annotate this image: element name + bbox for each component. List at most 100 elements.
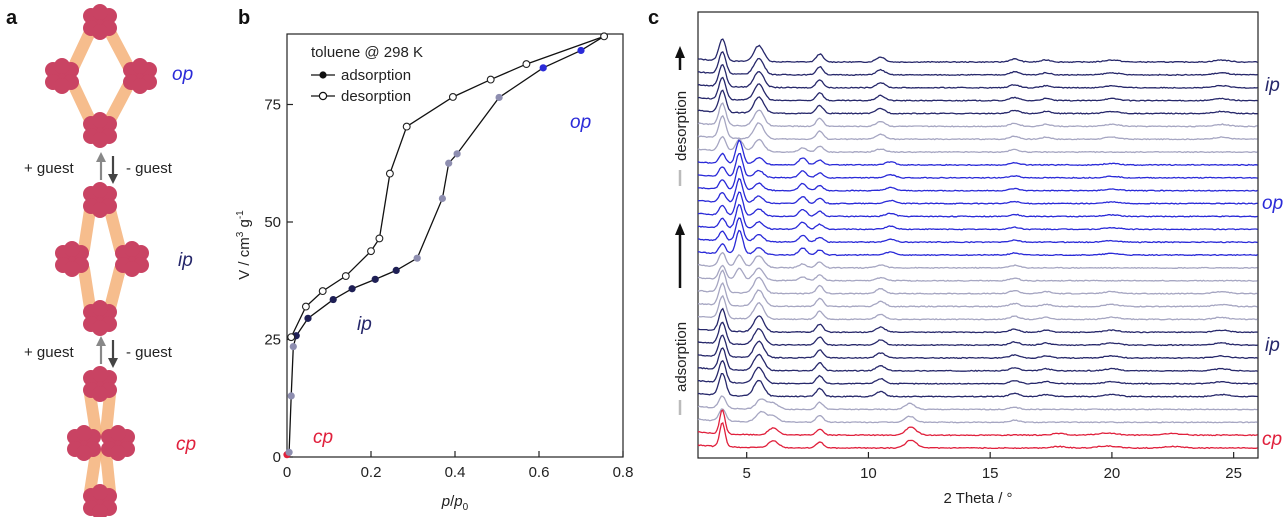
isotherm-y-label: V / cm3 g-1 [235, 210, 253, 280]
pxrd-pattern [697, 321, 1258, 347]
desorption-point [402, 122, 411, 131]
pxrd-pattern [698, 177, 1258, 205]
adsorption-label: adsorption [673, 322, 690, 392]
pxrd-pattern [697, 395, 1258, 411]
adsorption-point [371, 275, 379, 283]
isotherm-y-tick-label: 25 [264, 332, 281, 349]
pxrd-x-ticks: 5 10 15 20 25 [743, 452, 1242, 482]
desorption-label: desorption [673, 91, 690, 161]
panel-b-letter: b [238, 7, 250, 29]
cp-cell-node-bottom [83, 484, 117, 517]
pxrd-pattern [697, 203, 1258, 231]
framework-scheme [45, 4, 157, 517]
cp-cell-linker [100, 447, 116, 498]
pxrd-pattern [697, 282, 1258, 308]
pxrd-pattern [697, 264, 1258, 282]
pxrd-pattern [697, 251, 1258, 270]
ip-cell-node-right [115, 241, 149, 277]
desorption-point [367, 247, 375, 256]
scheme-label-ip: ip [178, 250, 193, 271]
ip-cell-node-top [83, 182, 117, 218]
legend-adsorption: adsorption [311, 67, 411, 84]
pxrd-patterns [697, 38, 1258, 450]
ip-cell-linker [104, 263, 126, 314]
ip-cell-node-bottom [83, 300, 117, 336]
adsorption-arrow: adsorption [673, 223, 690, 415]
desorption-arrow: desorption [673, 46, 690, 186]
pxrd-pattern [697, 89, 1258, 115]
cp-cell-node-top [83, 366, 117, 402]
pxrd-pattern [697, 422, 1258, 450]
adsorption-point [438, 194, 446, 203]
op-cell-linker [68, 26, 96, 72]
adsorption-point [577, 46, 585, 55]
op-cell-node-top [83, 4, 117, 40]
op-cell-linker [104, 80, 134, 126]
adsorption-point [413, 254, 421, 262]
adsorption-point [495, 93, 503, 102]
pxrd-pattern [698, 294, 1258, 321]
isotherm-x-tick-label: 0.6 [529, 464, 550, 481]
desorption-point [600, 32, 609, 41]
pxrd-x-tick-label: 20 [1104, 465, 1121, 482]
pxrd-pattern [697, 229, 1258, 257]
cp-cell-linker [84, 388, 102, 439]
pxrd-label-ip-bottom: ip [1265, 335, 1280, 356]
pxrd-chart: 5 10 15 20 25 2 Theta / ° ip op ip cp desorp… [673, 11, 1283, 507]
legend-desorption-label: desorption [341, 88, 411, 105]
pxrd-x-tick-label: 25 [1225, 465, 1242, 482]
transition-1-arrows [96, 152, 118, 184]
ip-cell-linker [78, 204, 96, 255]
adsorption-point [304, 314, 312, 322]
cp-cell-linker [100, 388, 116, 439]
pxrd-pattern [697, 114, 1258, 141]
desorption-point [318, 287, 327, 296]
adsorption-point [445, 159, 453, 167]
isotherm-x-tick-label: 0.4 [445, 464, 466, 481]
pxrd-pattern [697, 102, 1258, 128]
scheme-label-op: op [172, 64, 193, 85]
adsorption-point [539, 64, 547, 72]
isotherm-x-ticks: 0 0.2 0.4 0.6 0.8 [283, 451, 634, 481]
pxrd-pattern [697, 139, 1258, 167]
isotherm-x-tick-label: 0.8 [613, 464, 634, 481]
isotherm-series [283, 32, 609, 459]
cp-cell-node-right [101, 425, 135, 461]
desorption-point [341, 272, 350, 280]
op-cell-node-right [123, 58, 157, 94]
adsorption-point [453, 150, 461, 158]
pxrd-label-op: op [1262, 193, 1283, 214]
isotherm-y-tick-label: 75 [264, 97, 281, 114]
op-cell-node-left [45, 58, 79, 94]
desorption-line [290, 35, 605, 338]
transition-2-minus-guest: - guest [126, 344, 173, 361]
pxrd-label-ip-top: ip [1265, 75, 1280, 96]
desorption-point [522, 60, 531, 69]
panel-c-letter: c [648, 7, 659, 29]
transition-1-minus-guest: - guest [126, 160, 173, 177]
adsorption-point [348, 285, 356, 293]
ip-cell-linker [104, 204, 126, 255]
pxrd-pattern [698, 409, 1258, 437]
transition-1-plus-guest: + guest [24, 160, 74, 177]
isotherm-x-tick-label: 0.2 [361, 464, 382, 481]
op-cell-linker [104, 26, 134, 72]
legend-desorption: desorption [311, 88, 411, 105]
cp-cell-node-left [67, 425, 101, 461]
op-cell-linker [68, 80, 96, 126]
adsorption-point [287, 392, 295, 400]
adsorption-line [286, 35, 605, 456]
desorption-point [287, 333, 296, 342]
pxrd-pattern [697, 76, 1258, 102]
pxrd-pattern [698, 359, 1258, 385]
adsorption-point [392, 266, 400, 275]
isotherm-label-cp: cp [313, 427, 333, 448]
adsorption-point [289, 342, 297, 351]
isotherm-label-ip: ip [357, 314, 372, 335]
isotherm-chart: 0 0.2 0.4 0.6 0.8 0 25 50 75 p/p0 V / cm3 g-1 t… [235, 32, 634, 513]
isotherm-y-tick-label: 0 [273, 449, 281, 466]
scheme-label-cp: cp [176, 434, 196, 455]
pxrd-pattern [697, 334, 1258, 360]
desorption-point [448, 93, 457, 101]
